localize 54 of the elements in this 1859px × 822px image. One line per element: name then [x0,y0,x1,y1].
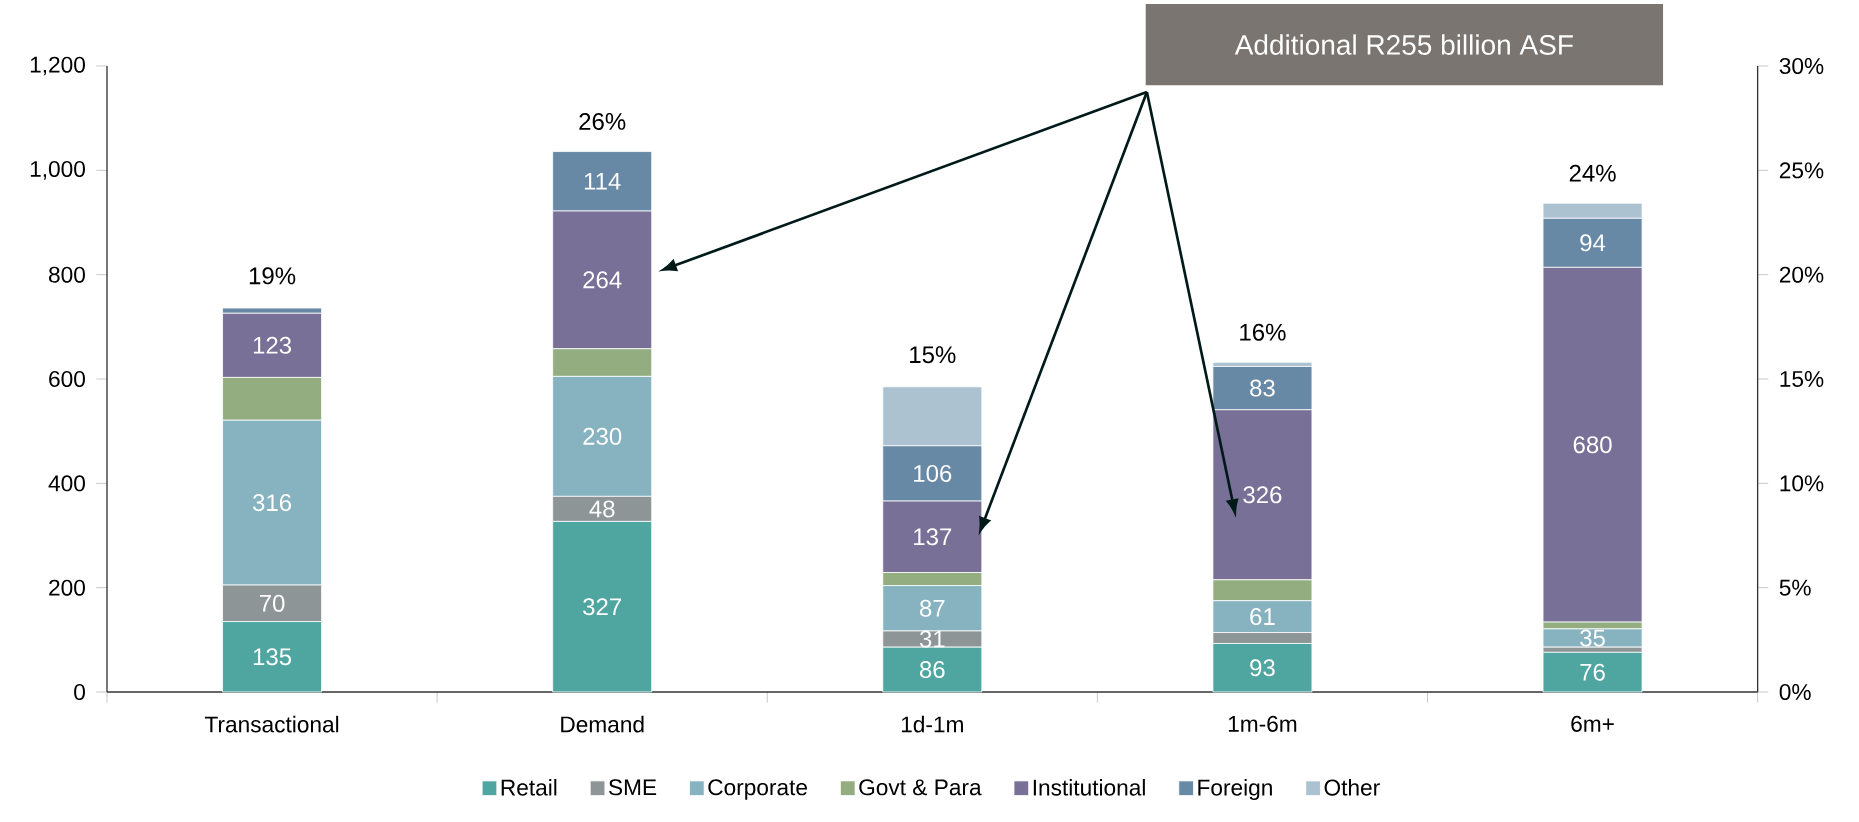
y2-tick-label: 10% [1780,475,1824,492]
x-tick-label: 1m-6m [1228,715,1297,732]
data-label: 680 [1573,436,1612,454]
legend-label: Institutional [1033,778,1145,796]
data-label: 137 [914,528,952,546]
legend-label: Foreign [1198,778,1272,801]
y2-tick-label: 5% [1779,579,1811,596]
annotation: 15% [910,346,956,364]
y-tick-label: 200 [49,579,85,596]
data-label: 31 [919,630,945,648]
y2-tick-label: 20% [1779,266,1824,283]
data-label: 86 [920,661,945,679]
data-label: 264 [583,271,622,289]
y2-tick-label: 25% [1779,162,1824,179]
y-tick-label: 1,200 [30,56,85,76]
data-label: 61 [1250,608,1275,626]
data-label: 94 [1580,234,1606,252]
annotation: 16% [1240,323,1286,341]
x-tick-label: Transactional [204,715,339,733]
data-label: 327 [583,598,621,616]
data-label: 316 [252,494,292,512]
legend-label: Corporate [708,779,807,800]
y2-tick-label: 0% [1779,683,1811,701]
data-label: 48 [589,500,615,518]
legend-label: SME [608,779,657,796]
data-label: 76 [1580,663,1605,681]
data-label: 87 [920,599,945,617]
data-label: 326 [1243,486,1282,504]
y-tick-label: 600 [49,370,85,388]
data-label: 114 [584,173,621,190]
x-tick-label: 1d-1m [901,715,963,733]
data-label: 83 [1250,379,1275,397]
data-label: 106 [914,464,952,482]
data-label: 230 [583,427,622,445]
y-tick-label: 800 [49,266,85,283]
legend-label: Govt & Para [859,779,982,796]
y-tick-label: 400 [48,475,85,492]
y2-tick-label: 30% [1779,57,1824,75]
legend-label: Other [1324,778,1380,796]
data-label: 93 [1250,659,1275,677]
data-label: 70 [259,594,285,612]
y2-tick-label: 15% [1780,371,1824,387]
x-tick-label: Demand [561,715,644,733]
data-label: 123 [253,336,292,354]
y-tick-label: 0 [74,683,85,701]
data-label: 135 [253,648,292,666]
annotation: 26% [579,112,626,130]
annotation: 19% [249,267,296,285]
x-tick-label: 6m+ [1571,715,1614,732]
legend-label: Retail [501,778,557,796]
y-tick-label: 1,000 [30,160,85,180]
data-label: 35 [1580,629,1605,647]
text: Additional R255 billion ASF [1234,34,1573,55]
annotation: 24% [1569,164,1616,182]
